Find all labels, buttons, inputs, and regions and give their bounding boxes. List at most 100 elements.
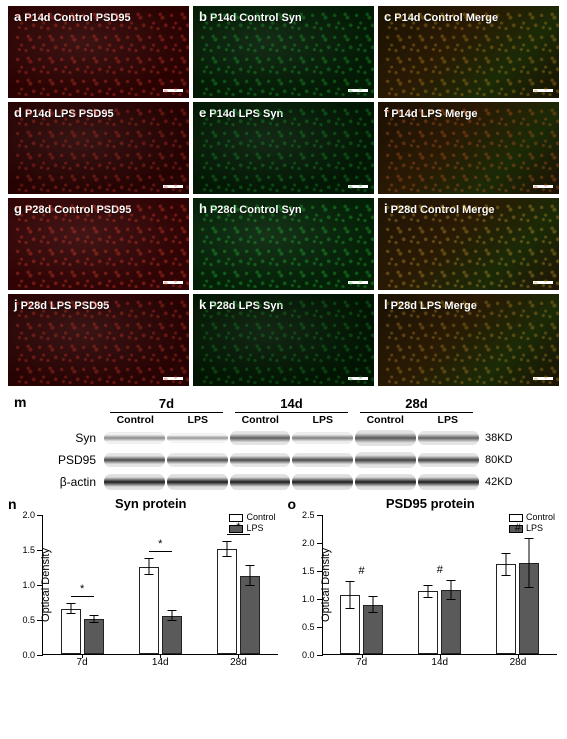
scale-bar [163,281,183,284]
scale-bar [348,281,368,284]
significance-line [149,551,172,552]
scale-bar [163,89,183,92]
micrograph-label: kP28d LPS Syn [199,297,283,312]
micrograph-j: jP28d LPS PSD95 [8,294,189,386]
wb-timepoint-header: 7d14d28d [40,396,527,414]
y-tick-label: 2.5 [293,510,315,520]
wb-band [355,474,416,490]
significance-line [71,596,94,597]
scale-bar [533,377,553,380]
scale-bar [163,377,183,380]
wb-band [355,430,416,445]
wb-band [292,432,353,444]
plot-area: Optical Density0.00.51.01.52.02.5#7d#14d… [322,515,558,655]
y-tick-label: 1.0 [293,594,315,604]
wb-row-psd95: PSD95 80KD [40,450,527,470]
x-tick [362,654,363,658]
bar-control [139,567,159,655]
bar-charts-row: nSyn proteinControlLPSOptical Density0.0… [0,496,567,679]
wb-condition-header: ControlLPSControlLPSControlLPS [40,414,527,426]
wb-condition: LPS [167,414,230,426]
wb-timepoint: 14d [235,396,348,413]
micrograph-grid: aP14d Control PSD95 bP14d Control Syn cP14… [0,0,567,388]
wb-kd-label: 80KD [479,454,527,466]
wb-condition: LPS [417,414,480,426]
x-tick [82,654,83,658]
micrograph-a: aP14d Control PSD95 [8,6,189,98]
chart-title: PSD95 protein [300,496,562,511]
bar-control [61,609,81,655]
wb-band [104,432,165,444]
y-tick-label: 1.5 [13,545,35,555]
wb-band [104,453,165,467]
micrograph-label: gP28d Control PSD95 [14,201,131,216]
error-bar [148,558,149,575]
wb-band [355,452,416,467]
y-tick-label: 1.0 [13,580,35,590]
bar-lps [162,616,182,655]
micrograph-label: cP14d Control Merge [384,9,498,24]
wb-row-β-actin: β-actin42KD [40,472,527,492]
wb-timepoint: 28d [360,396,473,413]
micrograph-k: kP28d LPS Syn [193,294,374,386]
x-tick-label: 14d [121,657,199,668]
x-group: #7d [323,515,401,654]
y-tick-label: 2.0 [293,538,315,548]
micrograph-g: gP28d Control PSD95 [8,198,189,290]
micrograph-d: dP14d LPS PSD95 [8,102,189,194]
significance-marker: # [515,522,521,534]
error-bar [249,565,250,586]
wb-band [230,474,291,490]
x-tick-label: 7d [43,657,121,668]
x-group: #28d [479,515,557,654]
x-group: *28d [199,515,277,654]
micrograph-b: bP14d Control Syn [193,6,374,98]
x-tick-label: 7d [323,657,401,668]
scale-bar [348,89,368,92]
error-bar [226,541,227,558]
x-tick [440,654,441,658]
error-bar [506,553,507,575]
error-bar [529,538,530,588]
significance-marker: * [80,583,84,595]
significance-marker: # [359,565,365,577]
x-tick-label: 28d [479,657,557,668]
wb-band [292,474,353,490]
x-tick-label: 28d [199,657,277,668]
x-tick [518,654,519,658]
wb-band [418,453,479,468]
scale-bar [163,185,183,188]
micrograph-label: eP14d LPS Syn [199,105,283,120]
wb-band [230,431,291,446]
western-blot-panel: m 7d14d28d ControlLPSControlLPSControlLP… [40,396,527,492]
panel-letter-m: m [14,394,26,410]
micrograph-label: bP14d Control Syn [199,9,302,24]
wb-row-label: Syn [40,431,104,445]
chart-title: Syn protein [20,496,282,511]
micrograph-label: hP28d Control Syn [199,201,302,216]
x-group: *7d [43,515,121,654]
scale-bar [348,185,368,188]
wb-condition: Control [354,414,417,426]
plot-area: Optical Density0.00.51.01.52.0*7d*14d*28… [42,515,278,655]
error-bar [451,580,452,600]
micrograph-l: lP28d LPS Merge [378,294,559,386]
wb-band [418,474,479,490]
bar-lps [240,576,260,654]
wb-band [104,474,165,490]
x-group: *14d [121,515,199,654]
x-group: #14d [401,515,479,654]
y-tick [317,655,323,656]
y-tick-label: 1.5 [293,566,315,576]
y-tick-label: 0.5 [13,615,35,625]
y-tick-label: 0.0 [293,650,315,660]
wb-row-label: PSD95 [40,453,104,467]
wb-row-label: β-actin [40,475,104,489]
y-tick [37,655,43,656]
significance-marker: * [236,521,240,533]
error-bar [350,581,351,609]
bar-control [496,564,516,654]
y-tick-label: 2.0 [13,510,35,520]
micrograph-label: fP14d LPS Merge [384,105,478,120]
wb-band [292,453,353,467]
